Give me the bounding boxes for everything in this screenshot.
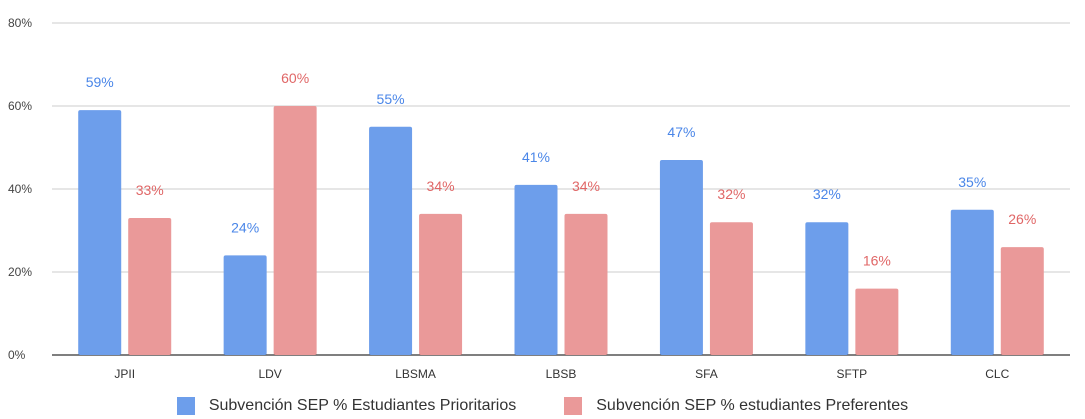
bar-prioritarios[interactable] <box>805 222 849 355</box>
bars <box>78 106 1044 356</box>
x-category-label: CLC <box>985 367 1009 381</box>
data-label-prioritarios: 35% <box>958 174 986 190</box>
x-axis-categories: JPII LDV LBSMA LBSB SFA SFTP CLC <box>114 367 1009 381</box>
bar-preferentes[interactable] <box>709 222 753 355</box>
bar-prioritarios[interactable] <box>369 126 413 355</box>
bar-preferentes[interactable] <box>1000 247 1044 355</box>
data-label-prioritarios: 24% <box>231 219 259 235</box>
data-label-preferentes: 34% <box>572 178 600 194</box>
bar-prioritarios[interactable] <box>78 110 122 356</box>
data-label-preferentes: 16% <box>863 253 891 269</box>
data-label-prioritarios: 32% <box>813 186 841 202</box>
data-label-prioritarios: 41% <box>522 149 550 165</box>
data-label-prioritarios: 47% <box>667 124 695 140</box>
legend-item-preferentes[interactable]: Subvención SEP % estudiantes Preferentes <box>564 396 909 415</box>
y-tick-label: 60% <box>8 99 32 113</box>
legend-swatch-prioritarios <box>176 396 195 415</box>
x-category-label: LBSB <box>546 367 577 381</box>
x-category-label: LBSMA <box>395 367 436 381</box>
legend: Subvención SEP % Estudiantes Prioritario… <box>0 392 1085 419</box>
bar-prioritarios[interactable] <box>514 184 558 355</box>
x-category-label: LDV <box>258 367 281 381</box>
bar-prioritarios[interactable] <box>950 209 994 355</box>
bar-prioritarios[interactable] <box>659 159 703 355</box>
data-labels: 59% 33% 24% 60% 55% 34% 41% 34% 47% 32% 32% 16% 35% 2… <box>86 70 1037 269</box>
data-label-preferentes: 26% <box>1008 211 1036 227</box>
bar-prioritarios[interactable] <box>223 255 267 355</box>
gridlines <box>52 22 1070 356</box>
x-category-label: SFTP <box>837 367 868 381</box>
data-label-prioritarios: 55% <box>377 91 405 107</box>
bar-preferentes[interactable] <box>564 213 608 355</box>
x-category-label: JPII <box>114 367 135 381</box>
bar-preferentes[interactable] <box>855 288 899 355</box>
data-label-preferentes: 34% <box>427 178 455 194</box>
bar-preferentes[interactable] <box>128 218 172 355</box>
data-label-preferentes: 60% <box>281 70 309 86</box>
y-tick-label: 20% <box>8 265 32 279</box>
bar-preferentes[interactable] <box>273 106 317 355</box>
legend-label-prioritarios: Subvención SEP % Estudiantes Prioritario… <box>208 396 517 414</box>
y-tick-label: 80% <box>8 16 32 30</box>
data-label-prioritarios: 59% <box>86 74 114 90</box>
y-tick-label: 0% <box>8 348 26 362</box>
y-tick-label: 40% <box>8 182 32 196</box>
x-category-label: SFA <box>695 367 718 381</box>
data-label-preferentes: 32% <box>717 186 745 202</box>
bar-preferentes[interactable] <box>419 213 463 355</box>
bar-chart: 0% 20% 40% 60% 80% 59% 33% 24% 60% 55% 34% 41% 34% 4… <box>8 16 1070 381</box>
legend-item-prioritarios[interactable]: Subvención SEP % Estudiantes Prioritario… <box>176 396 517 415</box>
y-axis-ticks: 0% 20% 40% 60% 80% <box>8 16 32 362</box>
legend-label-preferentes: Subvención SEP % estudiantes Preferentes <box>596 396 909 414</box>
legend-swatch-preferentes <box>564 396 583 415</box>
data-label-preferentes: 33% <box>136 182 164 198</box>
